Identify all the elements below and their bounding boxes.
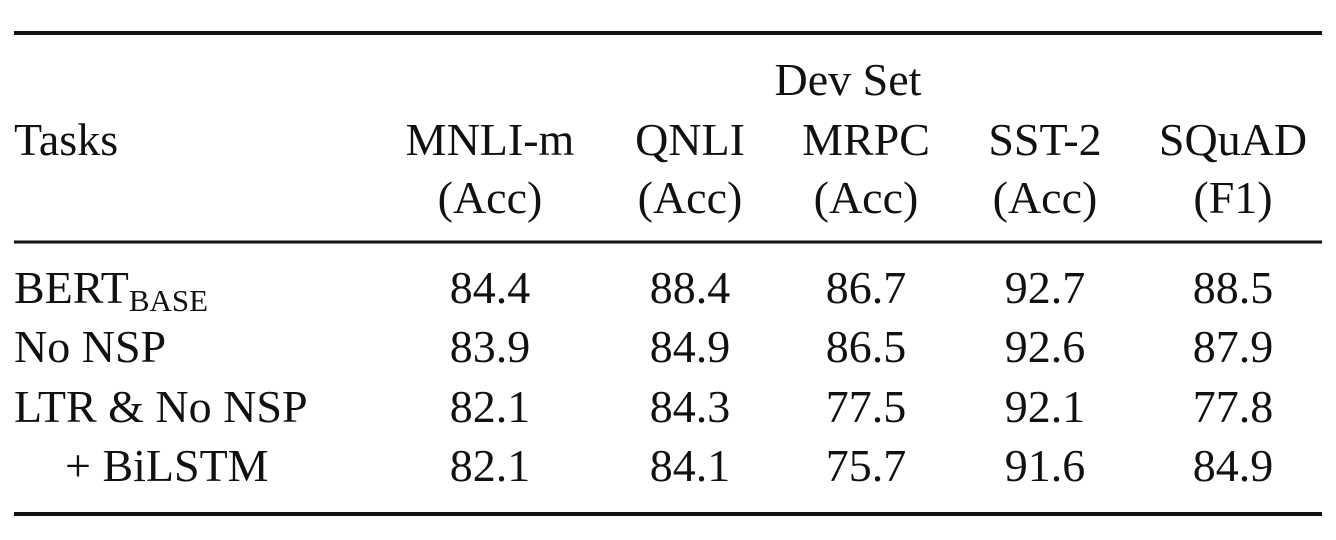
row-label: + BiLSTM — [65, 440, 269, 491]
row-label: LTR & No NSP — [14, 381, 308, 432]
row-label-text: + BiLSTM — [65, 440, 269, 491]
row-label-text: No NSP — [14, 321, 166, 372]
column-name: MRPC — [802, 114, 930, 165]
column-name: MNLI-m — [406, 114, 575, 165]
row-label-text: BERT — [14, 262, 129, 313]
column-name: SQuAD — [1159, 114, 1307, 165]
cell-value: 87.9 — [1193, 321, 1274, 372]
cell-value: 88.4 — [650, 262, 731, 313]
cell-value: 92.1 — [1005, 381, 1086, 432]
column-metric: (Acc) — [438, 172, 543, 223]
cell-value: 86.7 — [826, 262, 907, 313]
cell-value: 92.6 — [1005, 321, 1086, 372]
row-label: No NSP — [14, 321, 166, 372]
cell-value: 84.4 — [450, 262, 531, 313]
row-header: Tasks — [14, 114, 118, 165]
cell-value: 86.5 — [826, 321, 907, 372]
cell-value: 84.1 — [650, 440, 731, 491]
cell-value: 77.8 — [1193, 381, 1274, 432]
cell-value: 82.1 — [450, 440, 531, 491]
cell-value: 77.5 — [826, 381, 907, 432]
column-metric: (Acc) — [814, 172, 919, 223]
cell-value: 84.9 — [650, 321, 731, 372]
column-metric: (F1) — [1193, 172, 1272, 223]
cell-value: 83.9 — [450, 321, 531, 372]
column-metric: (Acc) — [638, 172, 743, 223]
row-label-text: LTR & No NSP — [14, 381, 308, 432]
cell-value: 88.5 — [1193, 262, 1274, 313]
column-name: QNLI — [635, 114, 745, 165]
row-label: BERTBASE — [14, 262, 208, 318]
group-header: Dev Set — [775, 54, 922, 105]
cell-value: 75.7 — [826, 440, 907, 491]
column-metric: (Acc) — [993, 172, 1098, 223]
row-label-subscript: BASE — [129, 283, 208, 318]
cell-value: 84.3 — [650, 381, 731, 432]
cell-value: 82.1 — [450, 381, 531, 432]
cell-value: 91.6 — [1005, 440, 1086, 491]
cell-value: 92.7 — [1005, 262, 1086, 313]
column-name: SST-2 — [988, 114, 1101, 165]
cell-value: 84.9 — [1193, 440, 1274, 491]
